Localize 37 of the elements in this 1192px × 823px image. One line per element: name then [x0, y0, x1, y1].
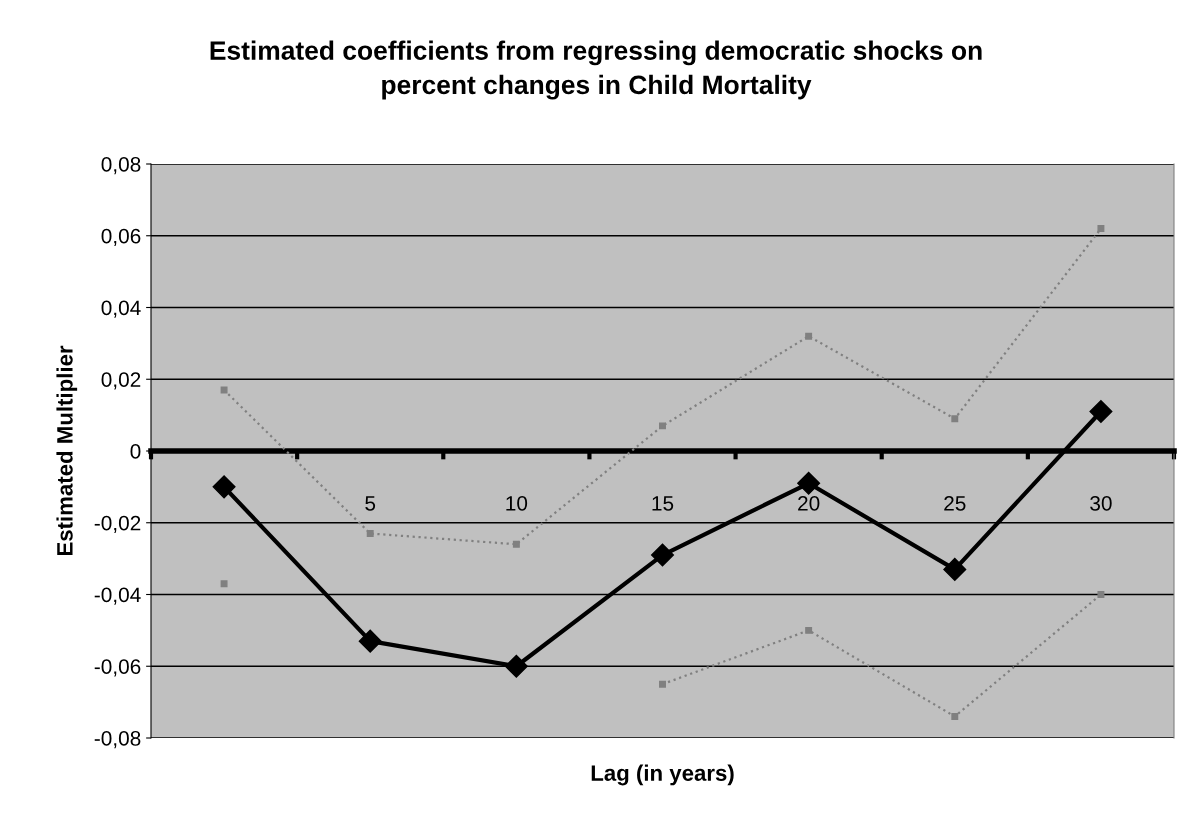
point: [1089, 400, 1113, 424]
point: [651, 543, 674, 567]
x-tick-label: 10: [506, 495, 528, 511]
point: [951, 415, 959, 423]
point: [1097, 591, 1105, 598]
point: [1097, 225, 1105, 233]
chart-title: Estimated coefficients from regressing democratic shocks on percent changes in Child Mortality: [210, 40, 982, 100]
point: [797, 471, 821, 495]
y-tick-label: -0,02: [94, 515, 141, 533]
point: [504, 654, 528, 678]
x-axis-title: Lag (in years): [591, 764, 734, 786]
point: [943, 557, 967, 581]
x-tick-label: 15: [652, 496, 674, 511]
point: [805, 332, 813, 340]
point: [358, 629, 382, 653]
point: [366, 530, 374, 537]
point: [212, 475, 236, 499]
y-tick-label: 0,06: [101, 228, 141, 246]
x-tick-label: 5: [365, 496, 376, 511]
y-tick-label: -0,04: [94, 587, 141, 605]
point: [512, 540, 520, 548]
y-tick-label: -0,08: [94, 731, 141, 749]
y-tick-label: 0,02: [101, 372, 141, 390]
y-tick-label: 0,08: [101, 157, 141, 175]
point: [220, 580, 228, 588]
y-axis-title: Estimated Multiplier: [56, 345, 78, 556]
y-tick-label: -0,06: [94, 659, 141, 677]
x-tick-label: 20: [798, 495, 820, 511]
point: [220, 386, 228, 394]
point: [805, 626, 813, 634]
point: [951, 713, 959, 720]
x-tick-label: 25: [944, 495, 966, 511]
point: [659, 422, 666, 430]
x-tick-label: 30: [1090, 495, 1112, 511]
point: [659, 680, 666, 688]
y-tick-label: 0: [130, 444, 141, 459]
y-tick-label: 0,04: [101, 300, 141, 318]
